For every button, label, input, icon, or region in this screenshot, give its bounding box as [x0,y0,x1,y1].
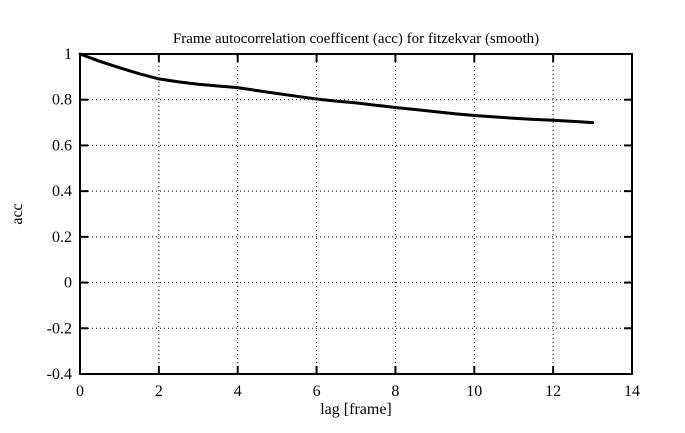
x-tick-label: 14 [624,383,640,400]
y-tick-label: 0.2 [52,229,72,246]
y-tick-label: 0 [64,275,72,292]
y-axis-label: acc [9,203,26,224]
y-tick-label: -0.2 [47,320,72,337]
y-tick-label: 1 [64,46,72,63]
x-tick-label: 6 [313,383,321,400]
y-tick-label: -0.4 [47,366,72,383]
x-tick-label: 10 [466,383,482,400]
y-tick-label: 0.6 [52,137,72,154]
x-axis-label: lag [frame] [320,401,392,418]
tick-labels: 0 2 4 6 8 10 12 14 1 0.8 0.6 0.4 0.2 0 -0.2 -0.4 [47,46,640,400]
y-tick-label: 0.8 [52,92,72,109]
plot-border [79,53,633,375]
chart-title: Frame autocorrelation coefficent (acc) f… [173,31,539,47]
x-tick-label: 12 [545,383,561,400]
x-tick-label: 4 [234,383,242,400]
gridlines [80,54,632,374]
x-tick-label: 8 [391,383,399,400]
y-tick-label: 0.4 [52,183,72,200]
x-tick-label: 2 [155,383,163,400]
acc-curve [78,52,595,125]
axis-ticks [80,54,632,374]
x-tick-label: 0 [76,383,84,400]
